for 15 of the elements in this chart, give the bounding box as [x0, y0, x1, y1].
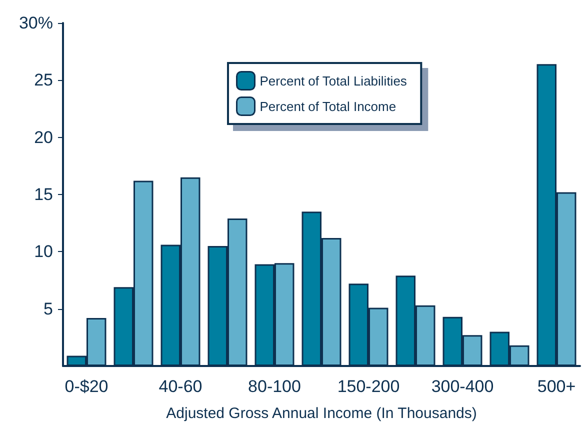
y-tick-label: 5	[44, 299, 53, 318]
y-tick-label: 30%	[18, 14, 53, 32]
y-tick-label: 20	[34, 128, 53, 147]
legend-label: Percent of Total Income	[260, 98, 396, 114]
y-tick-label: 25	[34, 70, 53, 90]
x-axis-title: Adjusted Gross Annual Income (In Thousands)	[166, 405, 477, 422]
x-tick-label: 0-$20	[64, 377, 108, 396]
x-tick-label: 80-100	[248, 377, 301, 396]
y-tick-label: 10	[34, 242, 53, 262]
legend-label: Percent of Total Liabilities	[260, 73, 408, 88]
x-tick-label: 40-60	[158, 377, 202, 396]
x-tick-label: 500+	[537, 377, 576, 396]
x-tick-label: 150-200	[337, 377, 400, 396]
x-tick-label: 300-400	[431, 377, 494, 396]
y-tick-label: 15	[34, 185, 53, 204]
